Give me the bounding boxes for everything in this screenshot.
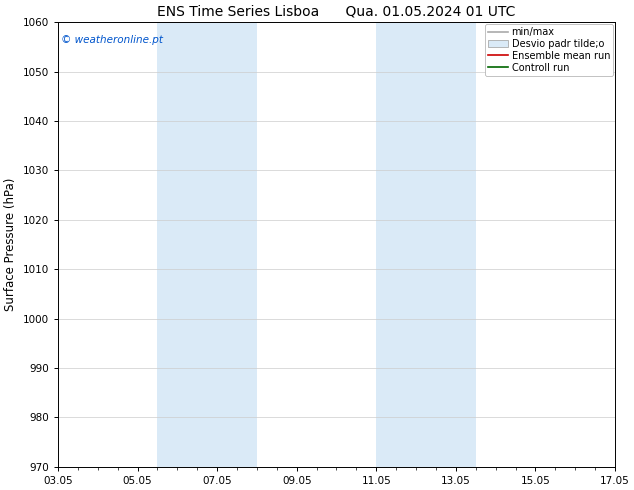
Y-axis label: Surface Pressure (hPa): Surface Pressure (hPa)	[4, 178, 17, 311]
Bar	[157, 22, 257, 467]
Bar	[376, 22, 476, 467]
Title: ENS Time Series Lisboa      Qua. 01.05.2024 01 UTC: ENS Time Series Lisboa Qua. 01.05.2024 0…	[157, 4, 515, 18]
Legend: min/max, Desvio padr tilde;o, Ensemble mean run, Controll run: min/max, Desvio padr tilde;o, Ensemble m…	[486, 24, 613, 76]
Text: © weatheronline.pt: © weatheronline.pt	[61, 35, 163, 46]
